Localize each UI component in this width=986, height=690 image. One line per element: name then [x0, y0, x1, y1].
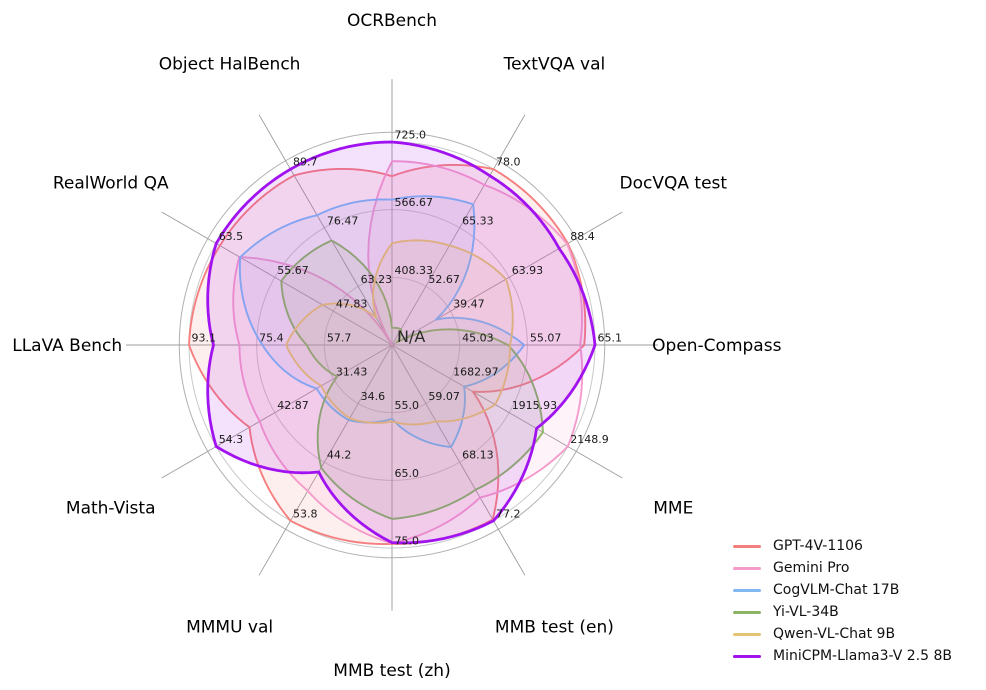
- axis-tick-label: 566.67: [395, 196, 434, 209]
- axis-spoke: [391, 114, 526, 346]
- legend-item-label: Gemini Pro: [773, 560, 850, 576]
- legend: GPT-4V-1106 Gemini Pro CogVLM-Chat 17B Yi-V…: [733, 535, 952, 667]
- series-fill-gpt-4v-1106: [189, 164, 586, 545]
- axis-title-open-compass: Open-Compass: [652, 336, 781, 356]
- axis-tick-label: 54.3: [219, 433, 244, 446]
- axis-tick-label: 76.47: [327, 214, 359, 227]
- legend-item-label: GPT-4V-1106: [773, 538, 863, 554]
- legend-swatch-icon: [733, 566, 761, 570]
- legend-item-label: Qwen-VL-Chat 9B: [773, 626, 896, 642]
- axis-tick-label: 47.83: [336, 298, 368, 311]
- axis-spoke: [258, 344, 393, 576]
- axis-tick-label: 1682.97: [453, 365, 499, 378]
- axis-tick-label: 75.4: [259, 332, 284, 345]
- legend-item-label: Yi-VL-34B: [773, 604, 839, 620]
- axis-title-math-vista: Math-Vista: [66, 498, 156, 518]
- axis-tick-label: 31.43: [336, 365, 368, 378]
- legend-item-label: CogVLM-Chat 17B: [773, 582, 900, 598]
- legend-item: GPT-4V-1106: [733, 535, 952, 557]
- axis-title-ocrbench: OCRBench: [347, 11, 437, 31]
- legend-swatch-icon: [733, 544, 761, 548]
- axis-tick-label: 78.0: [496, 156, 521, 169]
- series-line-qwen-vl-chat-9b: [285, 239, 514, 426]
- axis-spoke: [391, 211, 623, 346]
- axis-tick-label: 68.13: [462, 449, 494, 462]
- series-fill-cogvlm-chat-17b: [239, 196, 525, 448]
- axis-title-mmmu-val: MMMU val: [186, 617, 273, 637]
- axis-tick-label: 93.1: [192, 332, 217, 345]
- axis-spoke: [161, 211, 393, 346]
- axis-title-docvqa-test: DocVQA test: [620, 174, 728, 194]
- axis-tick-label: 65.33: [462, 214, 494, 227]
- axis-tick-label: 63.5: [219, 230, 244, 243]
- axis-title-mme: MME: [653, 498, 693, 518]
- axis-tick-label: 55.67: [277, 264, 309, 277]
- axis-tick-label: 408.33: [395, 264, 434, 277]
- legend-item: Qwen-VL-Chat 9B: [733, 623, 952, 645]
- series-fill-minicpm-llama3-v-2-5-8b: [207, 142, 596, 543]
- axis-tick-label: 39.47: [453, 298, 485, 311]
- series-fill-yi-vl-34b: [281, 240, 543, 519]
- series-line-yi-vl-34b: [280, 239, 544, 520]
- axis-tick-label: 75.0: [395, 535, 420, 548]
- axis-tick-label: 52.67: [428, 273, 460, 286]
- axis-tick-label: 34.6: [361, 390, 386, 403]
- axis-spoke: [258, 114, 393, 346]
- legend-item: MiniCPM-Llama3-V 2.5 8B: [733, 645, 952, 667]
- legend-swatch-icon: [733, 588, 761, 592]
- axis-tick-label: 89.7: [293, 156, 318, 169]
- axis-tick-label: 88.4: [570, 230, 595, 243]
- axis-tick-label: 44.2: [327, 449, 352, 462]
- legend-swatch-icon: [733, 610, 761, 614]
- axis-tick-label: 59.07: [428, 390, 460, 403]
- axis-tick-label: 63.23: [361, 273, 393, 286]
- series-line-cogvlm-chat-17b: [238, 195, 526, 449]
- axis-title-mmb-test-zh-: MMB test (zh): [333, 661, 450, 681]
- series-fill-gemini-pro: [233, 161, 583, 544]
- legend-item: CogVLM-Chat 17B: [733, 579, 952, 601]
- axis-tick-label: 65.0: [395, 467, 420, 480]
- axis-title-llava-bench: LLaVA Bench: [12, 336, 122, 356]
- axis-tick-label: 55.0: [395, 399, 420, 412]
- axis-tick-label: 57.7: [327, 332, 352, 345]
- axis-tick-label: 53.8: [293, 507, 318, 520]
- legend-item: Gemini Pro: [733, 557, 952, 579]
- axis-spoke: [391, 344, 526, 576]
- axis-title-object-halbench: Object HalBench: [159, 55, 301, 75]
- axis-tick-label: 45.03: [462, 332, 494, 345]
- axis-spoke: [391, 344, 623, 479]
- axis-tick-label: 77.2: [496, 507, 521, 520]
- axis-title-textvqa-val: TextVQA val: [503, 55, 606, 75]
- axis-tick-label: 55.07: [530, 332, 562, 345]
- series-fill-qwen-vl-chat-9b: [286, 240, 513, 425]
- axis-spoke: [161, 344, 393, 479]
- axis-title-realworld-qa: RealWorld QA: [53, 174, 169, 194]
- legend-item: Yi-VL-34B: [733, 601, 952, 623]
- legend-item-label: MiniCPM-Llama3-V 2.5 8B: [773, 648, 952, 664]
- axis-tick-label: 725.0: [395, 129, 427, 142]
- axis-tick-label: 42.87: [277, 399, 309, 412]
- axis-tick-label: 1915.93: [512, 399, 558, 412]
- axis-tick-label: 63.93: [512, 264, 544, 277]
- axis-tick-label: 2148.9: [570, 433, 609, 446]
- axis-title-mmb-test-en-: MMB test (en): [495, 617, 614, 637]
- axis-tick-label: 65.1: [598, 332, 623, 345]
- center-na-label: N/A: [397, 327, 425, 346]
- legend-swatch-icon: [733, 632, 761, 636]
- legend-swatch-icon: [733, 654, 761, 658]
- series-line-minicpm-llama3-v-2-5-8b: [206, 140, 597, 545]
